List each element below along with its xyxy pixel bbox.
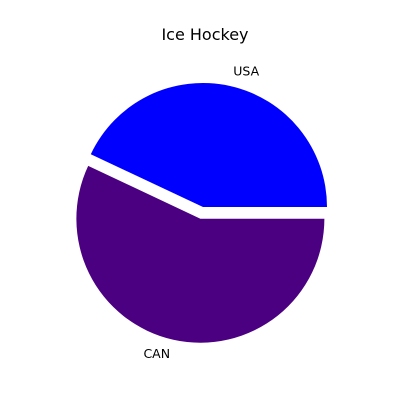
pie-slices — [76, 83, 327, 343]
pie-label-can: CAN — [143, 346, 170, 361]
pie-slice-can — [76, 165, 325, 343]
chart-title: Ice Hockey — [161, 25, 248, 44]
pie-slice-usa — [90, 83, 327, 207]
pie-label-usa: USA — [233, 63, 259, 78]
pie-labels: USA CAN — [143, 63, 259, 361]
